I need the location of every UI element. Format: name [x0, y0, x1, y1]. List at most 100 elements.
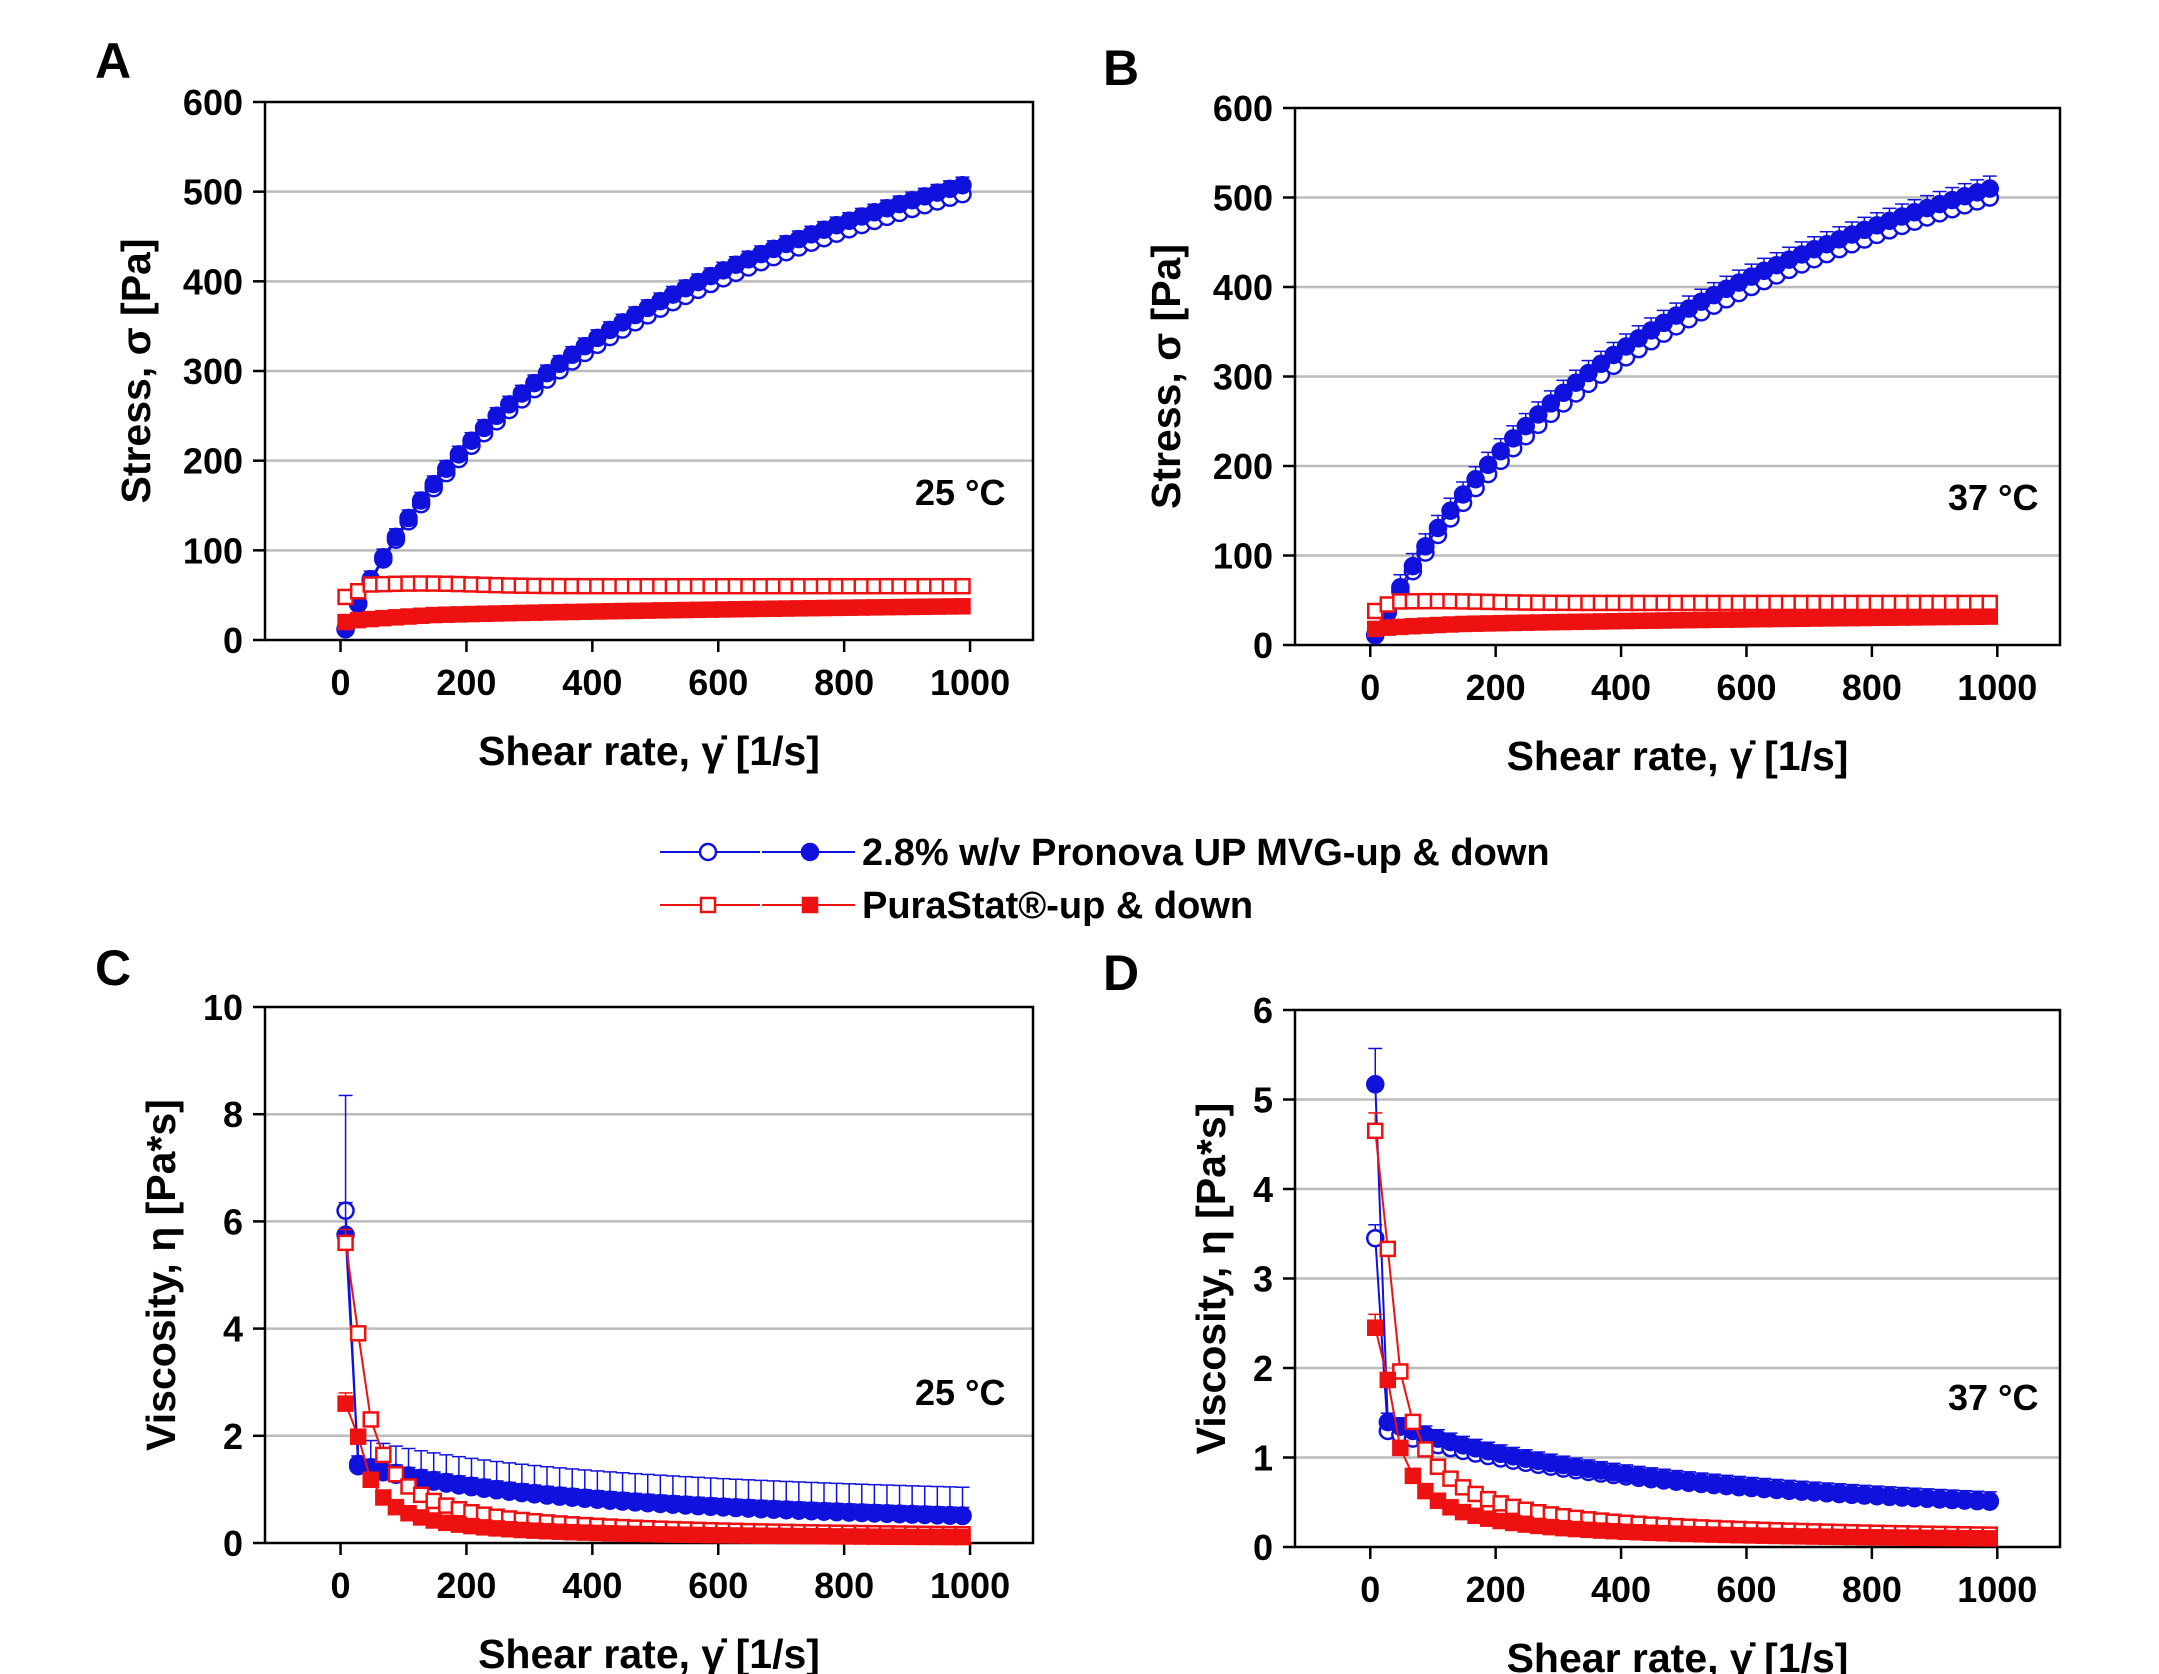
y-tick-label: 400: [183, 261, 243, 302]
y-tick-label: 400: [1213, 267, 1273, 308]
data-point: [411, 491, 431, 510]
data-point: [386, 527, 406, 547]
data-point: [337, 1234, 354, 1252]
data-point: [400, 1478, 417, 1495]
data-point: [1417, 1482, 1434, 1500]
y-tick-label: 200: [183, 441, 243, 482]
data-point: [1392, 1363, 1409, 1380]
series-alginate-up: [1366, 188, 2000, 645]
x-tick-label: 1000: [930, 662, 1010, 703]
data-point: [362, 1471, 380, 1489]
data-point: [1392, 1439, 1409, 1457]
data-point: [954, 1528, 971, 1546]
data-point: [953, 1506, 972, 1525]
data-point: [537, 363, 557, 383]
data-point: [1428, 518, 1448, 538]
data-point: [362, 1411, 380, 1428]
y-axis-title: Viscosity, η [Pa*s]: [1188, 1103, 1234, 1455]
data-point: [562, 345, 582, 365]
x-tick-label: 200: [436, 1565, 496, 1606]
series-line: [344, 1242, 963, 1536]
y-tick-label: 8: [223, 1094, 243, 1135]
data-point: [349, 1325, 367, 1342]
y-tick-label: 300: [183, 351, 243, 392]
data-point: [1616, 337, 1636, 356]
y-tick-label: 500: [183, 172, 243, 213]
x-tick-label: 800: [814, 662, 874, 703]
chart-panel-d: D 0 1 2 3 4 5 6 0 200 400 600 800 1000 Shear rate, γ̇ …: [1103, 945, 2062, 1674]
data-point: [449, 445, 469, 464]
series-purastat-down: [337, 1392, 971, 1546]
data-point: [1367, 1319, 1384, 1336]
y-tick-label: 2: [1253, 1348, 1273, 1389]
data-point: [1503, 429, 1523, 448]
data-point: [1980, 1491, 2000, 1511]
x-tick-label: 400: [1591, 1569, 1651, 1610]
data-point: [953, 175, 972, 195]
y-tick-label: 5: [1253, 1080, 1273, 1121]
y-tick-label: 10: [203, 987, 243, 1028]
y-tick-label: 0: [223, 620, 243, 661]
data-point: [337, 1395, 354, 1412]
x-tick-label: 200: [436, 662, 496, 703]
data-point: [1981, 608, 1999, 625]
y-tick-label: 4: [223, 1309, 243, 1350]
x-tick-label: 200: [1466, 667, 1526, 708]
chart-panel-a: A 0 100 200 300 400 500 600 0 200 400 600 800 1000 She…: [95, 33, 1035, 774]
x-tick-label: 1000: [1957, 667, 2037, 708]
data-point: [525, 373, 544, 393]
temperature-annotation: 25 °C: [915, 472, 1005, 513]
data-point: [1379, 1371, 1397, 1389]
x-tick-label: 600: [688, 1565, 748, 1606]
legend-label-alginate: 2.8% w/v Pronova UP MVG-up & down: [862, 832, 1550, 874]
chart-panel-b: B 0 100 200 300 400 500 600 0 200 400 600 800 1000 She…: [1103, 40, 2062, 779]
panel-letter: B: [1103, 40, 1139, 96]
series-purastat-up: [337, 575, 971, 606]
y-tick-label: 1: [1253, 1438, 1273, 1479]
x-tick-label: 0: [331, 662, 351, 703]
legend-label-purastat: PuraStat®-up & down: [862, 885, 1253, 927]
data-point: [512, 384, 532, 403]
legend: 2.8% w/v Pronova UP MVG-up & down PuraSt…: [660, 832, 1550, 927]
y-tick-label: 600: [183, 82, 243, 123]
data-point: [1404, 1413, 1422, 1431]
panel-letter: C: [95, 940, 131, 996]
data-point: [1541, 394, 1561, 413]
legend-marker-filled: [801, 896, 819, 914]
chart-panel-c: C 0 2 4 6 8 10 0 200 400 600 800 1000 Shear rate, γ̇ …: [95, 940, 1035, 1674]
data-point: [499, 395, 519, 414]
data-point: [1366, 1075, 1385, 1094]
plot-frame: [263, 1005, 1035, 1545]
series-line: [344, 193, 963, 630]
data-point: [954, 598, 971, 615]
x-tick-label: 1000: [930, 1565, 1010, 1606]
data-point: [1604, 345, 1623, 365]
legend-marker-open: [698, 842, 718, 862]
panel-letter: D: [1103, 945, 1139, 1001]
x-axis-title: Shear rate, γ̇ [1/s]: [1507, 733, 1849, 779]
series-alginate-down: [1366, 175, 2000, 644]
series-alginate-up: [336, 184, 972, 639]
y-tick-label: 4: [1253, 1169, 1273, 1210]
x-tick-label: 0: [1360, 667, 1380, 708]
data-point: [387, 1466, 405, 1483]
y-tick-label: 600: [1213, 88, 1273, 129]
legend-item-purastat: PuraStat®-up & down: [660, 885, 1253, 927]
series-purastat-down: [337, 598, 971, 631]
data-point: [1466, 470, 1485, 489]
data-point: [487, 406, 506, 426]
y-axis-title: Stress, σ [Pa]: [113, 238, 159, 503]
y-axis-title: Stress, σ [Pa]: [1143, 244, 1189, 509]
x-tick-label: 600: [688, 662, 748, 703]
x-tick-label: 0: [1360, 1569, 1380, 1610]
data-point: [1442, 1470, 1459, 1487]
series-alginate-up: [336, 1094, 972, 1526]
data-point: [349, 1428, 367, 1445]
x-axis-title: Shear rate, γ̇ [1/s]: [478, 728, 820, 774]
data-point: [1980, 179, 2000, 198]
data-point: [399, 508, 418, 528]
data-point: [575, 336, 595, 356]
data-point: [462, 431, 481, 450]
data-point: [1516, 416, 1536, 436]
legend-item-alginate: 2.8% w/v Pronova UP MVG-up & down: [660, 832, 1550, 874]
